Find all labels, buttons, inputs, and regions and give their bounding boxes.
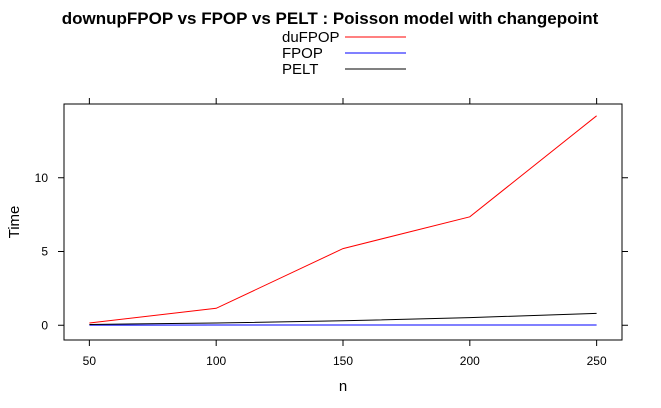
chart-title: downupFPOP vs FPOP vs PELT : Poisson mod… (62, 9, 599, 28)
y-tick-label-0: 0 (41, 318, 48, 332)
series-line-dufpop (89, 115, 597, 324)
legend-label-pelt: PELT (282, 61, 318, 78)
series-lines (89, 115, 597, 326)
x-tick-label-200: 200 (460, 354, 480, 368)
legend-label-fpop: FPOP (282, 45, 323, 62)
y-tick-label-5: 5 (41, 245, 48, 259)
x-tick-label-100: 100 (206, 354, 226, 368)
x-tick-label-50: 50 (83, 354, 97, 368)
y-axis-label: Time (6, 206, 23, 239)
legend-label-dufpop: duFPOP (282, 29, 340, 46)
axis-ticks: 50 100 150 200 250 0 5 10 (35, 98, 628, 368)
x-tick-label-150: 150 (333, 354, 353, 368)
x-axis-label: n (339, 378, 347, 395)
plot-frame (63, 103, 623, 341)
y-tick-label-10: 10 (35, 171, 49, 185)
series-line-pelt (89, 312, 597, 325)
x-tick-label-250: 250 (587, 354, 607, 368)
